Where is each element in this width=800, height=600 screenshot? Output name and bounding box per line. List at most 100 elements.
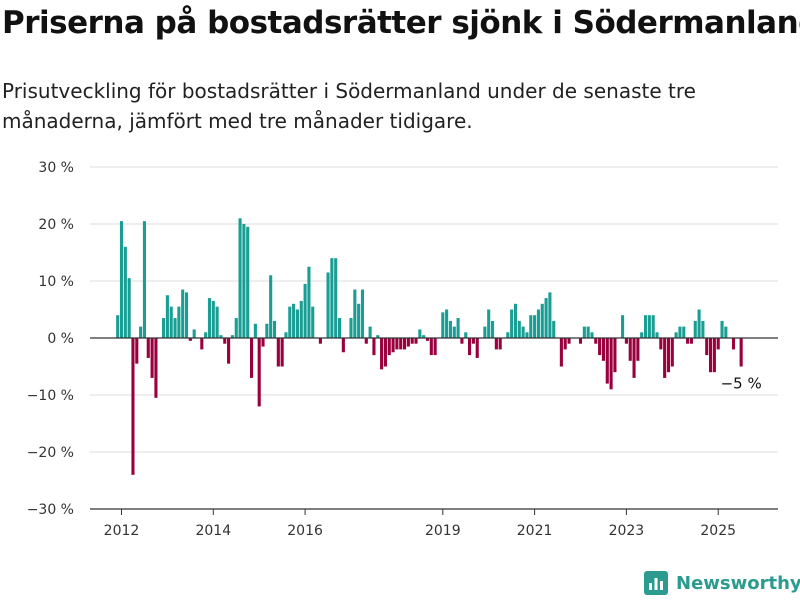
- bar: [601, 338, 605, 361]
- y-tick-label: −30 %: [27, 502, 74, 518]
- bar: [521, 326, 525, 338]
- bar: [188, 338, 192, 341]
- bar: [536, 309, 540, 338]
- bar: [227, 338, 231, 364]
- bar: [640, 332, 644, 338]
- bar: [506, 332, 510, 338]
- bar: [578, 338, 583, 344]
- bar: [540, 303, 544, 338]
- bar: [173, 318, 177, 338]
- bar: [689, 338, 693, 344]
- bar: [567, 338, 571, 344]
- bar: [142, 221, 146, 338]
- bar: [242, 224, 246, 338]
- y-tick-label: −20 %: [27, 445, 74, 461]
- bar: [422, 335, 426, 338]
- bar: [483, 326, 487, 338]
- chart-subtitle: Prisutveckling för bostadsrätter i Söder…: [2, 79, 696, 133]
- bar: [307, 266, 311, 338]
- x-tick-label: 2014: [195, 523, 231, 539]
- bar: [659, 338, 663, 350]
- bar: [177, 306, 181, 338]
- y-tick-label: 10 %: [38, 274, 74, 290]
- bar: [265, 323, 269, 338]
- bar: [292, 303, 296, 338]
- bar: [330, 258, 334, 338]
- brand-name: Newsworthy: [676, 572, 800, 594]
- bar: [391, 338, 395, 353]
- bar: [544, 298, 548, 338]
- x-tick-label: 2012: [104, 523, 140, 539]
- bar: [215, 306, 219, 338]
- bar: [724, 326, 728, 338]
- bar-chart: 30 % 20 % 10 % 0 % −10 % −20 % −30 % 2012 2014 20…: [27, 160, 778, 539]
- y-tick-label: 20 %: [38, 217, 74, 233]
- label-layer: 30 % 20 % 10 % 0 % −10 % −20 % −30 % 2012 2014 20…: [27, 160, 762, 539]
- bar: [487, 309, 491, 338]
- bar-chart-logo-icon: [644, 571, 668, 595]
- bar: [207, 298, 212, 338]
- bar: [594, 338, 598, 344]
- bar: [368, 326, 372, 338]
- bar: [154, 338, 158, 398]
- bar: [582, 326, 586, 338]
- bar: [162, 318, 166, 338]
- bar: [360, 289, 365, 338]
- bar: [682, 326, 686, 338]
- bar: [448, 320, 452, 338]
- bar: [632, 338, 636, 378]
- bar: [716, 338, 720, 350]
- bar: [211, 300, 215, 338]
- bar: [552, 320, 556, 338]
- bar: [383, 338, 387, 367]
- bar: [334, 258, 338, 338]
- bar: [533, 315, 537, 338]
- bar: [200, 338, 204, 350]
- bar: [169, 306, 173, 338]
- bar: [624, 338, 628, 344]
- bar: [372, 338, 376, 356]
- bar: [357, 303, 361, 338]
- bars-layer: [116, 218, 743, 475]
- bar: [460, 338, 464, 344]
- bar: [563, 338, 567, 350]
- bar: [643, 315, 648, 338]
- bar: [670, 338, 674, 367]
- bar: [452, 326, 456, 338]
- bar: [605, 338, 609, 384]
- bar: [674, 332, 678, 338]
- bar: [666, 338, 671, 373]
- bar: [238, 218, 242, 338]
- bar: [410, 338, 414, 344]
- bar: [406, 338, 410, 347]
- bar: [253, 323, 257, 338]
- bar: [705, 338, 709, 356]
- bar: [471, 338, 475, 344]
- bar: [280, 338, 284, 367]
- bar: [269, 275, 273, 338]
- bar: [326, 272, 330, 338]
- bar: [525, 332, 529, 338]
- bar: [349, 318, 353, 338]
- bar: [295, 309, 299, 338]
- bar: [123, 246, 127, 338]
- bar: [456, 318, 460, 338]
- x-tick-label: 2025: [700, 523, 736, 539]
- bar: [598, 338, 602, 356]
- bar: [246, 226, 250, 338]
- bar: [686, 338, 690, 344]
- axis-layer: [90, 337, 778, 515]
- bar: [230, 335, 234, 338]
- bar: [621, 315, 625, 338]
- bar: [739, 338, 743, 367]
- bar: [429, 338, 433, 356]
- bar: [678, 326, 682, 338]
- bar: [647, 315, 651, 338]
- bar: [490, 320, 495, 338]
- bar: [475, 338, 479, 358]
- bar: [299, 300, 303, 338]
- bar: [731, 338, 736, 350]
- x-tick-label: 2021: [517, 523, 553, 539]
- bar: [165, 295, 169, 338]
- bar: [376, 335, 380, 338]
